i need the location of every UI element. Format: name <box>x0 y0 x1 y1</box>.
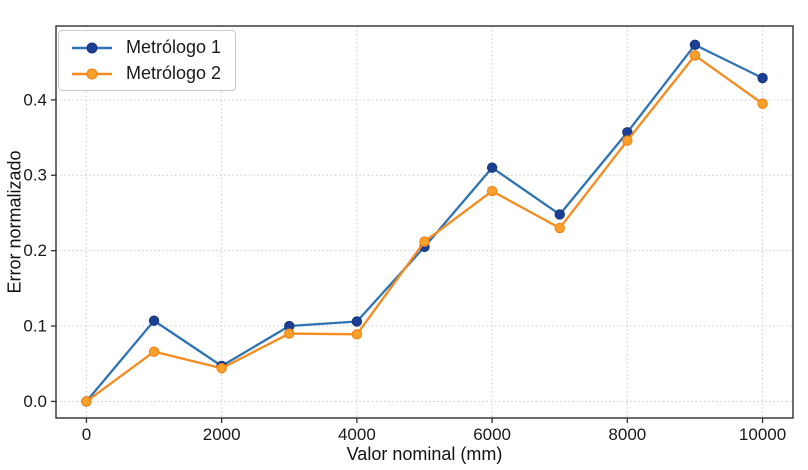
legend-item-metrologo-1: Metrólogo 1 <box>69 37 221 58</box>
x-tick-label: 0 <box>82 425 91 444</box>
legend-label: Metrólogo 1 <box>126 37 222 57</box>
data-point-marker <box>351 329 363 340</box>
data-point-marker <box>554 209 565 220</box>
data-point-marker <box>757 98 768 109</box>
y-tick-label: 0.4 <box>23 90 47 109</box>
data-point-marker <box>689 50 701 61</box>
y-tick-label: 0.0 <box>23 392 47 411</box>
data-point-marker <box>689 39 701 51</box>
data-point-marker <box>486 162 498 173</box>
legend-label: Metrólogo 2 <box>126 63 222 83</box>
y-axis-title: Error normalizado <box>4 150 25 294</box>
data-point-marker <box>486 185 498 197</box>
legend-item-metrologo-2: Metrólogo 2 <box>69 63 221 84</box>
data-point-marker <box>419 236 430 247</box>
data-point-marker <box>284 328 295 339</box>
plot-frame <box>55 25 794 419</box>
x-tick-label: 8000 <box>608 425 646 444</box>
legend-line-marker-sample <box>72 68 112 79</box>
x-tick-label: 2000 <box>203 425 241 444</box>
data-point-marker <box>81 396 92 407</box>
legend: Metrólogo 1 Metrólogo 2 <box>58 30 237 91</box>
series-line <box>85 54 764 403</box>
data-point-marker <box>351 316 363 327</box>
x-tick-label: 4000 <box>338 425 376 444</box>
data-point-marker <box>622 135 633 146</box>
data-point-marker <box>757 72 768 84</box>
y-tick-label: 0.3 <box>23 166 47 185</box>
data-point-marker <box>148 346 160 357</box>
x-tick-label: 10000 <box>739 425 786 444</box>
data-point-marker <box>554 222 565 234</box>
data-point-marker <box>148 315 160 326</box>
legend-line-marker-sample <box>72 42 112 53</box>
y-tick-label: 0.1 <box>23 317 47 336</box>
x-tick-label: 6000 <box>473 425 511 444</box>
y-tick-label: 0.2 <box>23 241 47 260</box>
x-axis-title: Valor nominal (mm) <box>346 444 503 464</box>
data-point-marker <box>216 363 227 374</box>
